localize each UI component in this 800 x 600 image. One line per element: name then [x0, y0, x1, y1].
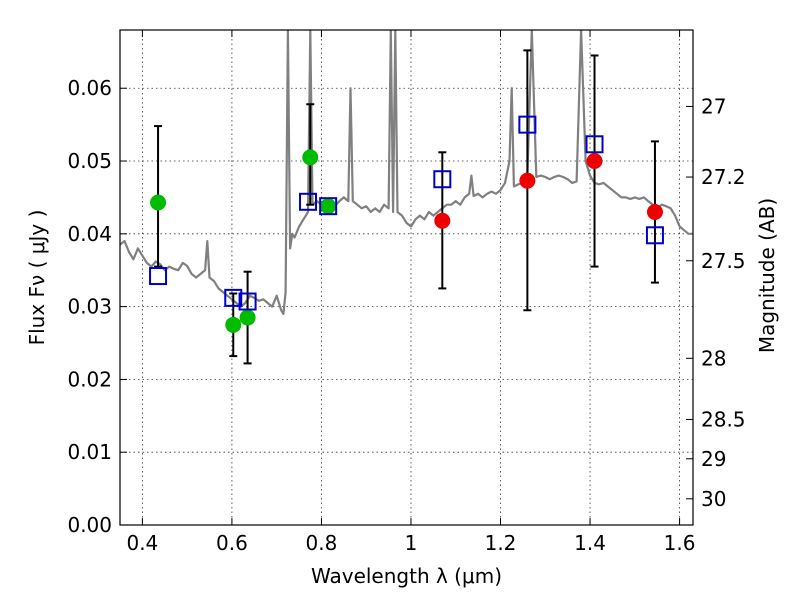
right-tick-label: 27.5 — [701, 249, 746, 273]
right-tick-label: 30 — [701, 487, 726, 511]
model-point — [319, 197, 338, 216]
x-tick-label: 0.6 — [216, 531, 248, 555]
model-point — [585, 135, 604, 154]
plot-frame — [119, 29, 694, 526]
data-point — [302, 149, 319, 166]
x-tick-label: 0.4 — [126, 531, 158, 555]
right-tick-label: 28.5 — [701, 407, 746, 431]
x-tick-label: 0.8 — [306, 531, 338, 555]
right-axis-label: Magnitude (AB) — [755, 198, 779, 353]
y-tick-label: 0.02 — [67, 367, 112, 391]
data-point — [586, 153, 603, 170]
right-tick-label: 27.2 — [701, 165, 746, 189]
model-point — [433, 170, 452, 189]
model-points — [149, 115, 664, 311]
y-tick-label: 0.01 — [67, 440, 112, 464]
right-tick-label: 27 — [701, 94, 726, 118]
spectrum-series — [120, 30, 693, 315]
model-point — [299, 192, 318, 211]
data-point — [434, 212, 451, 229]
y-axis-ticks: 0.00 0.01 0.02 0.03 0.04 0.05 0.06 — [67, 76, 127, 537]
x-tick-label: 1.4 — [574, 531, 606, 555]
model-point — [149, 267, 168, 286]
y-tick-label: 0.00 — [67, 513, 112, 537]
spectrum-line — [120, 30, 693, 315]
data-point — [239, 309, 256, 326]
y-tick-label: 0.06 — [67, 76, 112, 100]
model-point — [238, 292, 257, 311]
y-axis-label: Flux Fν ( μJy ) — [25, 210, 49, 346]
grid-lines — [120, 30, 693, 525]
x-axis-ticks: 0.4 0.6 0.8 1 1.2 1.4 1.6 — [126, 30, 695, 555]
data-point — [150, 194, 167, 211]
data-point — [320, 198, 337, 215]
x-tick-label: 1.2 — [485, 531, 517, 555]
model-point — [518, 115, 537, 134]
model-point — [645, 226, 664, 245]
data-point — [225, 316, 242, 333]
model-point — [224, 288, 243, 307]
data-point — [519, 172, 536, 189]
right-axis-ticks: 27 27.2 27.5 28 28.5 29 30 — [686, 94, 746, 511]
y-tick-label: 0.03 — [67, 295, 112, 319]
x-tick-label: 1.6 — [664, 531, 696, 555]
y-tick-label: 0.04 — [67, 222, 112, 246]
x-axis-label: Wavelength λ (μm) — [311, 564, 502, 588]
y-tick-label: 0.05 — [67, 149, 112, 173]
x-tick-label: 1 — [405, 531, 418, 555]
right-tick-label: 29 — [701, 447, 726, 471]
right-tick-label: 28 — [701, 346, 726, 370]
data-point — [646, 203, 663, 220]
